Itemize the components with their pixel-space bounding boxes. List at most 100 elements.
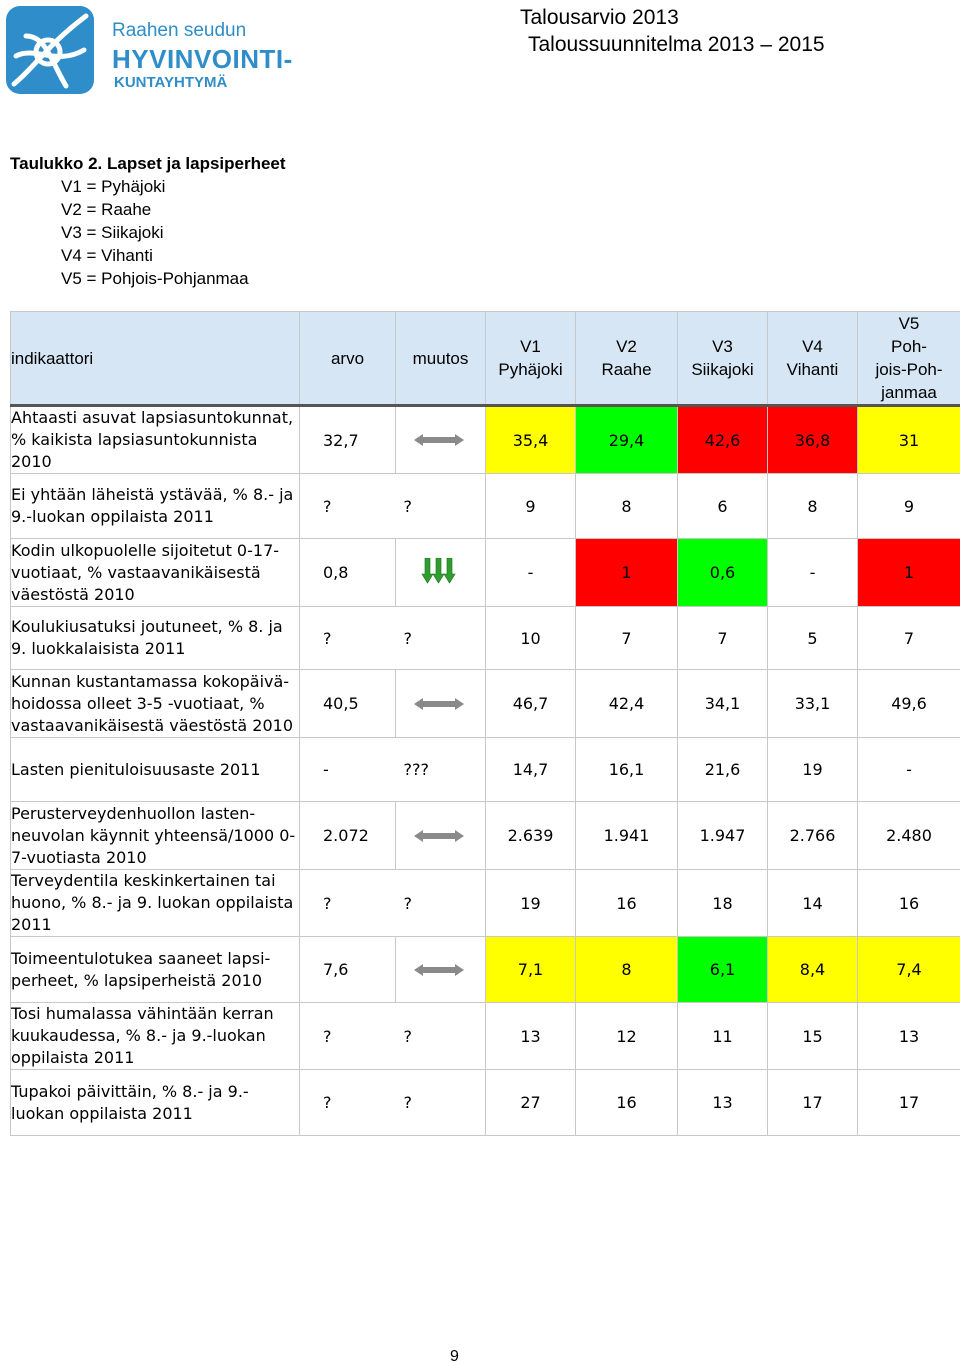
- indicator-label: Perusterveydenhuollon lasten-neuvolan kä…: [10, 801, 300, 870]
- table-caption: Taulukko 2. Lapset ja lapsiperheet V1 = …: [10, 152, 286, 290]
- table-row: Kunnan kustantamassa kokopäivä-hoidossa …: [10, 669, 960, 738]
- table-row: Ei yhtään läheistä ystävää, % 8.- ja 9.-…: [10, 473, 960, 539]
- value-v5: 1: [857, 538, 960, 607]
- value-v1: 46,7: [485, 669, 576, 738]
- value-v3: 34,1: [677, 669, 768, 738]
- table-row: Lasten pienituloisuusaste 2011-??? 14,7 16…: [10, 737, 960, 802]
- value-v5: 7,4: [857, 936, 960, 1003]
- table-row: Terveydentila keskinkertainen tai huono,…: [10, 869, 960, 937]
- table-row: Kodin ulkopuolelle sijoitetut 0-17-vuoti…: [10, 538, 960, 607]
- value-v4: 15: [767, 1002, 858, 1070]
- table-row: Koulukiusatuksi joutuneet, % 8. ja 9. lu…: [10, 606, 960, 670]
- header-v5: V5 Poh-jois-Poh-janmaa: [857, 311, 960, 407]
- indicator-label: Ei yhtään läheistä ystävää, % 8.- ja 9.-…: [10, 473, 300, 539]
- value-v3: 6,1: [677, 936, 768, 1003]
- arrow-left-right-icon: [395, 669, 486, 738]
- table-row: Ahtaasti asuvat lapsiasuntokunnat, % kai…: [10, 405, 960, 474]
- legend-item: V1 = Pyhäjoki: [61, 177, 166, 196]
- header-v2: V2 Raahe: [575, 311, 678, 407]
- value-v5: 9: [857, 473, 960, 539]
- table-row: Tosi humalassa vähintään kerran kuukaude…: [10, 1002, 960, 1070]
- value-v5: 16: [857, 869, 960, 937]
- value-v1: 13: [485, 1002, 576, 1070]
- value-v4: 8: [767, 473, 858, 539]
- arvo-value: -: [299, 737, 396, 802]
- value-v2: 42,4: [575, 669, 678, 738]
- value-v2: 16,1: [575, 737, 678, 802]
- header-v3: V3 Siikajoki: [677, 311, 768, 407]
- table-row: Toimeentulotukea saaneet lapsi-perheet, …: [10, 936, 960, 1003]
- value-v1: 10: [485, 606, 576, 670]
- value-v1: 2.639: [485, 801, 576, 870]
- muutos-value: ?: [395, 1069, 486, 1136]
- indicator-label: Lasten pienituloisuusaste 2011: [10, 737, 300, 802]
- value-v2: 1.941: [575, 801, 678, 870]
- header-subtitle: Taloussuunnitelma 2013 – 2015: [528, 33, 825, 56]
- indicator-table: indikaattori arvo muutos V1 Pyhäjoki V2 Ra…: [10, 311, 960, 1136]
- arrow-left-right-icon: [395, 936, 486, 1003]
- logo-line-3: KUNTAYHTYMÄ: [114, 74, 228, 91]
- value-v4: 17: [767, 1069, 858, 1136]
- organization-logo: Raahen seudun HYVINVOINTI- KUNTAYHTYMÄ: [6, 6, 306, 98]
- value-v1: -: [485, 538, 576, 607]
- value-v3: 18: [677, 869, 768, 937]
- value-v3: 42,6: [677, 405, 768, 474]
- value-v4: 33,1: [767, 669, 858, 738]
- indicator-label: Toimeentulotukea saaneet lapsi-perheet, …: [10, 936, 300, 1003]
- value-v5: 13: [857, 1002, 960, 1070]
- value-v4: 8,4: [767, 936, 858, 1003]
- value-v1: 35,4: [485, 405, 576, 474]
- indicator-label: Tosi humalassa vähintään kerran kuukaude…: [10, 1002, 300, 1070]
- value-v4: 14: [767, 869, 858, 937]
- arrow-left-right-icon: [395, 405, 486, 474]
- arvo-value: ?: [299, 473, 396, 539]
- header-indikaattori: indikaattori: [10, 311, 300, 407]
- legend-item: V3 = Siikajoki: [61, 223, 164, 242]
- value-v3: 13: [677, 1069, 768, 1136]
- value-v3: 21,6: [677, 737, 768, 802]
- value-v4: 5: [767, 606, 858, 670]
- value-v1: 27: [485, 1069, 576, 1136]
- value-v2: 7: [575, 606, 678, 670]
- value-v1: 9: [485, 473, 576, 539]
- document-header: Talousarvio 2013 Taloussuunnitelma 2013 …: [520, 4, 825, 58]
- value-v3: 11: [677, 1002, 768, 1070]
- legend-item: V5 = Pohjois-Pohjanmaa: [61, 269, 249, 288]
- value-v1: 7,1: [485, 936, 576, 1003]
- arvo-value: 40,5: [299, 669, 396, 738]
- caption-title: Taulukko 2. Lapset ja lapsiperheet: [10, 154, 286, 173]
- value-v2: 1: [575, 538, 678, 607]
- arvo-value: 0,8: [299, 538, 396, 607]
- table-row: Perusterveydenhuollon lasten-neuvolan kä…: [10, 801, 960, 870]
- value-v5: 7: [857, 606, 960, 670]
- value-v4: 2.766: [767, 801, 858, 870]
- value-v2: 12: [575, 1002, 678, 1070]
- arvo-value: 7,6: [299, 936, 396, 1003]
- muutos-value: ?: [395, 1002, 486, 1070]
- indicator-label: Terveydentila keskinkertainen tai huono,…: [10, 869, 300, 937]
- arvo-value: ?: [299, 869, 396, 937]
- header-v4: V4 Vihanti: [767, 311, 858, 407]
- value-v4: 36,8: [767, 405, 858, 474]
- value-v5: 31: [857, 405, 960, 474]
- header-v1: V1 Pyhäjoki: [485, 311, 576, 407]
- value-v3: 1.947: [677, 801, 768, 870]
- muutos-value: ?: [395, 606, 486, 670]
- table-row: Tupakoi päivittäin, % 8.- ja 9.-luokan o…: [10, 1069, 960, 1136]
- logo-line-1: Raahen seudun: [112, 20, 247, 41]
- arvo-value: ?: [299, 1002, 396, 1070]
- indicator-label: Koulukiusatuksi joutuneet, % 8. ja 9. lu…: [10, 606, 300, 670]
- value-v2: 16: [575, 1069, 678, 1136]
- value-v3: 7: [677, 606, 768, 670]
- value-v2: 29,4: [575, 405, 678, 474]
- value-v5: -: [857, 737, 960, 802]
- value-v3: 6: [677, 473, 768, 539]
- value-v1: 19: [485, 869, 576, 937]
- arrows-down-icon: [395, 538, 486, 607]
- value-v4: -: [767, 538, 858, 607]
- indicator-label: Ahtaasti asuvat lapsiasuntokunnat, % kai…: [10, 405, 300, 474]
- value-v2: 8: [575, 936, 678, 1003]
- header-title: Talousarvio 2013: [520, 6, 679, 29]
- value-v2: 16: [575, 869, 678, 937]
- value-v2: 8: [575, 473, 678, 539]
